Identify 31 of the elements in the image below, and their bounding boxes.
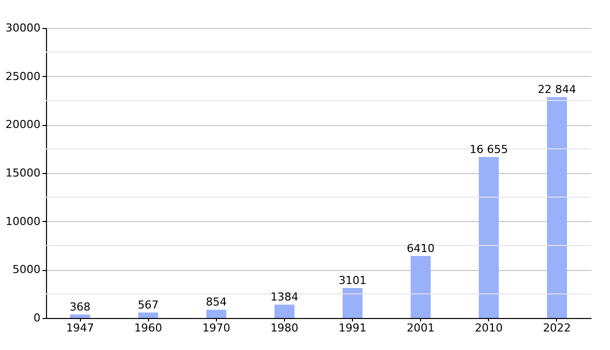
data-label: 368 xyxy=(70,300,91,314)
x-tick-label: 1947 xyxy=(66,322,94,334)
bar xyxy=(138,312,158,318)
bar xyxy=(70,314,90,318)
x-tick-label: 1980 xyxy=(270,322,298,334)
x-tick-label: 1991 xyxy=(338,322,367,334)
data-label: 22 844 xyxy=(538,83,576,96)
y-tick-label: 10000 xyxy=(6,214,40,228)
bar xyxy=(342,288,363,318)
bar xyxy=(274,304,294,318)
x-tick-label: 2022 xyxy=(542,322,571,334)
y-tick-label: 0 xyxy=(34,312,40,324)
y-tick-label: 20000 xyxy=(6,118,40,132)
bar xyxy=(546,97,567,318)
x-tick-label: 2001 xyxy=(406,322,435,334)
x-tick-label: 1970 xyxy=(202,322,230,334)
x-tick-label: 1960 xyxy=(134,322,162,334)
data-label: 567 xyxy=(138,298,159,312)
bar xyxy=(410,256,431,318)
y-tick-label: 25000 xyxy=(6,70,40,83)
x-tick-label: 2010 xyxy=(474,322,503,334)
y-tick-label: 30000 xyxy=(6,22,40,34)
bar xyxy=(478,157,499,318)
bar xyxy=(206,310,226,318)
data-label: 16 655 xyxy=(470,143,508,156)
data-label: 854 xyxy=(206,296,227,309)
y-tick-label: 5000 xyxy=(12,263,40,276)
data-label: 1384 xyxy=(270,290,298,304)
y-tick-label: 15000 xyxy=(6,166,40,180)
data-label: 3101 xyxy=(338,274,367,288)
data-label: 6410 xyxy=(406,242,435,256)
